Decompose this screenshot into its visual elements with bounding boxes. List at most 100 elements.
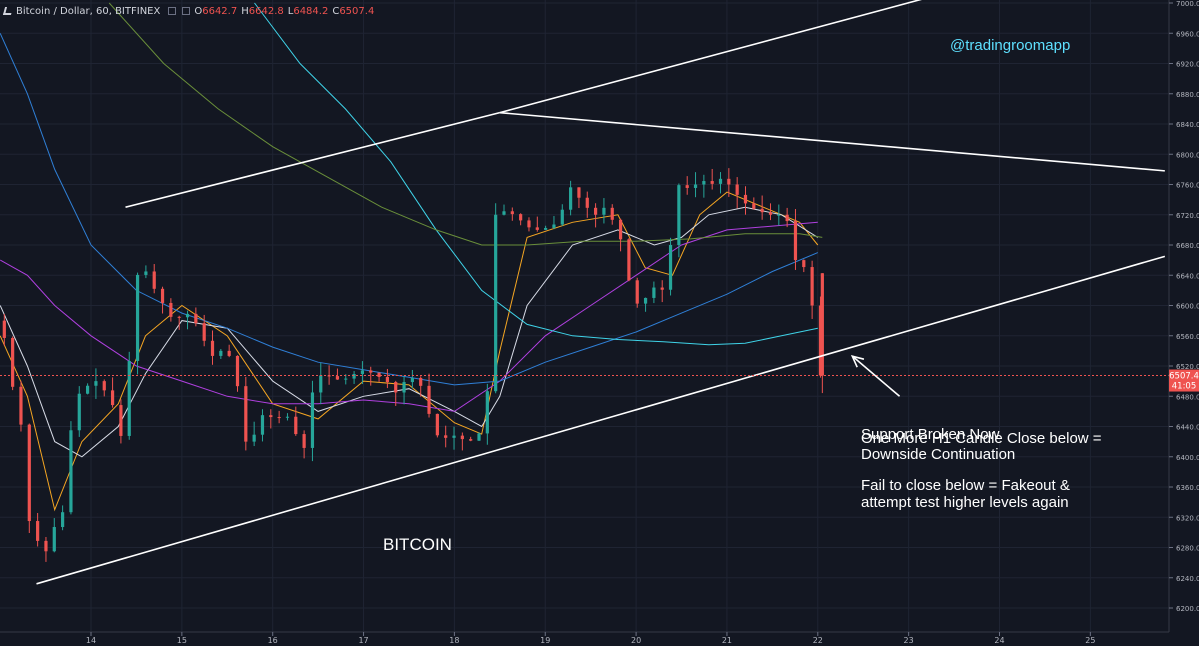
low-value: 6484.2 <box>293 5 329 17</box>
candle-body <box>602 207 606 215</box>
y-tick-label: 6840.0 <box>1176 121 1199 129</box>
close-label: C <box>332 5 340 17</box>
candle-body <box>593 207 598 215</box>
candle-body <box>810 267 814 306</box>
note-continuation-line1: One More H1 Candle Close below = <box>861 430 1102 447</box>
candle-body <box>760 208 764 213</box>
trendline <box>499 0 923 114</box>
candle-body <box>435 413 439 436</box>
y-tick-label: 6240.0 <box>1176 575 1199 583</box>
candle-body <box>310 392 315 448</box>
x-tick-label: 19 <box>540 636 550 645</box>
y-tick-label: 6400.0 <box>1176 454 1199 462</box>
note-support-broken: Support Broken Now <box>861 426 1000 443</box>
close-square-icon[interactable] <box>182 7 191 15</box>
trendline <box>499 111 1165 172</box>
candle-body <box>460 435 464 440</box>
y-tick-label: 6360.0 <box>1176 484 1199 492</box>
candle-body <box>469 439 473 441</box>
open-label: O <box>194 5 203 17</box>
annotation-arrow <box>850 354 901 397</box>
moving-average-line <box>108 2 823 246</box>
candle-body <box>52 527 56 552</box>
candle-body <box>252 434 256 442</box>
candle-body <box>85 385 90 394</box>
candle-body <box>643 297 648 304</box>
candle-body <box>635 280 639 304</box>
note-continuation-line2: Downside Continuation <box>861 446 1015 463</box>
y-tick-label: 6720.0 <box>1176 212 1199 220</box>
candle-body <box>44 540 48 552</box>
y-tick-label: 7000.0 <box>1176 0 1199 8</box>
candle-body <box>785 214 789 222</box>
candle-body-last <box>820 273 824 376</box>
y-tick-label: 6520.0 <box>1176 363 1199 371</box>
y-tick-label: 6760.0 <box>1176 182 1199 190</box>
y-tick-label: 6480.0 <box>1176 393 1199 401</box>
candle-body <box>793 221 798 261</box>
candle-body <box>802 260 806 268</box>
candle-body <box>660 287 664 290</box>
candle-body <box>219 350 223 356</box>
symbol-title[interactable]: Bitcoin / Dollar, 60, BITFINEX <box>16 5 161 17</box>
x-tick-label: 23 <box>904 636 914 645</box>
x-tick-label: 24 <box>994 636 1004 645</box>
chart-header: Bitcoin / Dollar, 60, BITFINEX O 6642.7 H… <box>0 0 374 22</box>
candle-body <box>94 381 98 386</box>
high-label: H <box>241 5 249 17</box>
candle-body <box>410 377 414 383</box>
candle-body <box>502 211 506 215</box>
candle-body <box>610 207 614 220</box>
candle-body <box>227 350 231 356</box>
arrow-head <box>850 354 865 368</box>
moving-averages <box>0 2 823 512</box>
candle-body <box>160 288 165 303</box>
high-value: 6642.8 <box>248 5 284 17</box>
candle-body <box>2 320 6 338</box>
candle-body <box>319 375 323 393</box>
candle-body <box>36 521 40 541</box>
candle-body <box>560 209 564 225</box>
moving-average-line <box>0 221 818 412</box>
candle-body <box>510 211 514 215</box>
candle-body <box>718 178 723 184</box>
y-tick-label: 6800.0 <box>1176 151 1199 159</box>
candle-body <box>210 340 215 356</box>
y-tick-label: 6440.0 <box>1176 424 1199 432</box>
candle-body <box>352 373 356 379</box>
candle-body <box>693 184 698 188</box>
candle-body <box>294 416 298 435</box>
candle-body <box>768 212 773 215</box>
y-tick-label: 6600.0 <box>1176 303 1199 311</box>
moving-average-line <box>0 191 819 512</box>
settings-square-icon[interactable] <box>168 7 177 15</box>
candle-body <box>77 393 81 431</box>
candle-body <box>494 214 498 392</box>
candle-body <box>61 512 65 528</box>
y-tick-label: 6680.0 <box>1176 242 1199 250</box>
watermark-text: @tradingroomapp <box>950 37 1070 54</box>
price-axis[interactable] <box>1169 0 1199 632</box>
candle-body <box>727 178 731 185</box>
candle-body <box>527 220 531 228</box>
candle-body <box>452 435 456 438</box>
last-price-badge <box>1169 369 1199 392</box>
candle-body <box>269 415 273 418</box>
y-tick-label: 6320.0 <box>1176 514 1199 522</box>
candle-body <box>569 187 573 210</box>
candle-body <box>485 391 489 434</box>
candle-body <box>685 185 689 188</box>
trendline <box>125 111 501 208</box>
candle-body <box>119 405 123 436</box>
x-tick-label: 15 <box>177 636 187 645</box>
symbol-icon <box>2 7 14 15</box>
candle-body <box>544 227 548 230</box>
candle-body <box>402 382 406 393</box>
candle-body <box>277 417 281 419</box>
moving-average-line <box>0 33 818 386</box>
x-tick-label: 25 <box>1085 636 1095 645</box>
candle-body <box>752 203 756 209</box>
open-value: 6642.7 <box>202 5 238 17</box>
candle-body <box>585 197 589 208</box>
